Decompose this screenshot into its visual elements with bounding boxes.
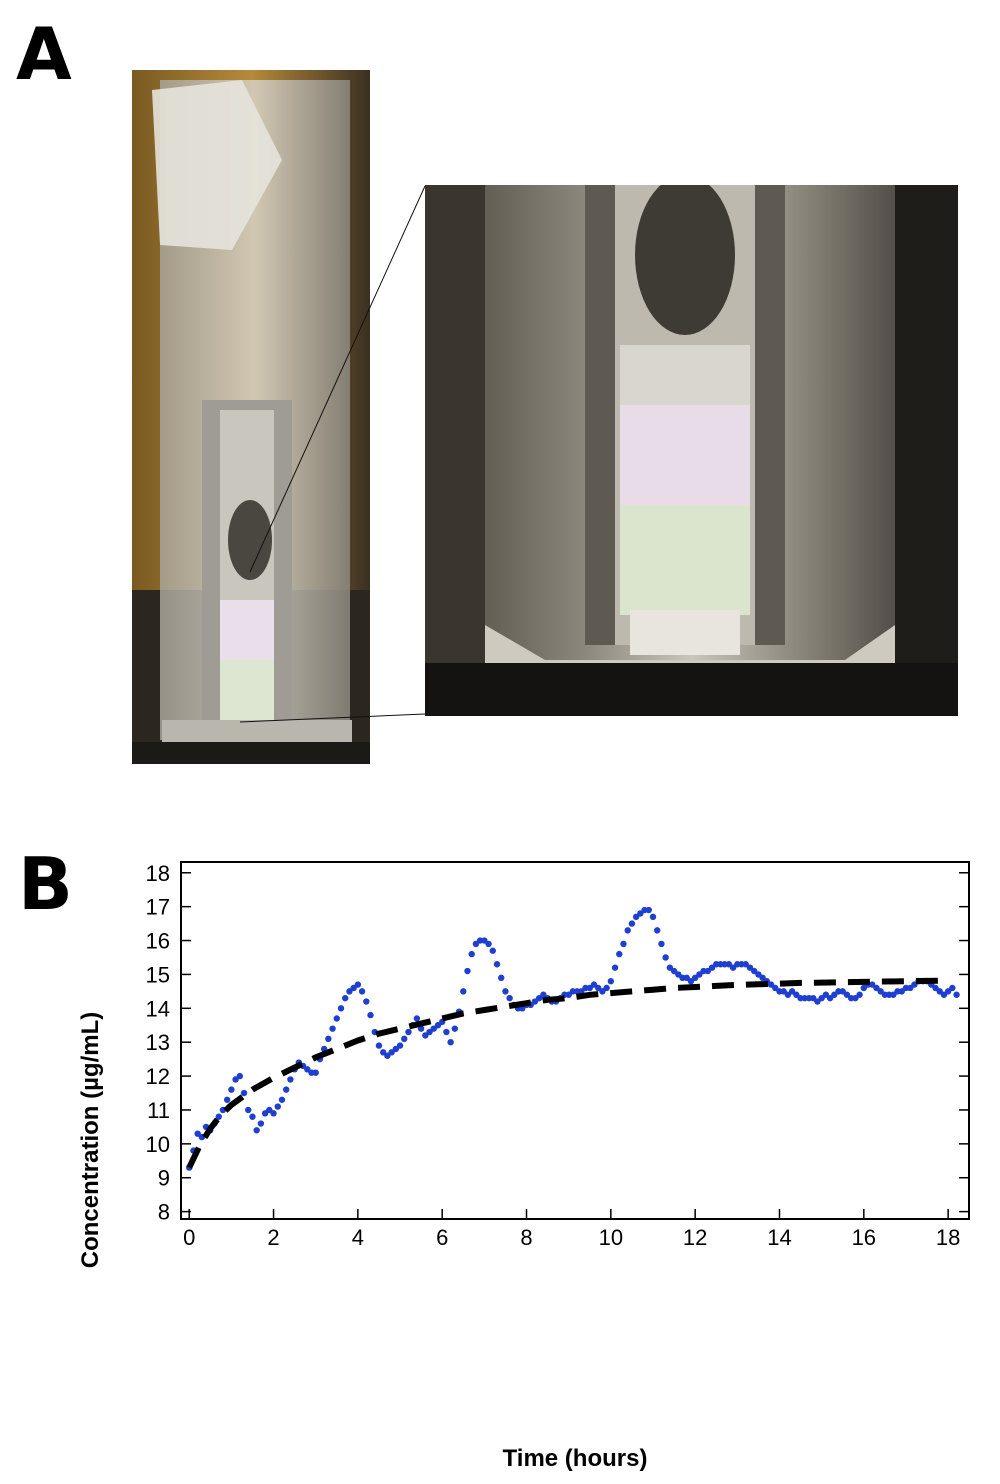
data-point	[354, 981, 362, 988]
data-point	[278, 1096, 286, 1103]
data-point	[460, 988, 467, 995]
y-tick-label: 17	[146, 895, 170, 920]
data-point	[489, 947, 496, 954]
data-point	[413, 1015, 421, 1022]
panel-label-a: A	[16, 12, 72, 96]
y-axis-label: Concentration (µg/mL)	[77, 1012, 104, 1268]
data-point	[274, 1103, 281, 1110]
data-point	[443, 1028, 450, 1036]
data-point	[949, 984, 956, 992]
data-point	[358, 988, 366, 995]
x-tick-label: 6	[436, 1225, 448, 1250]
cuvette-zoom-photo	[425, 185, 958, 716]
data-point	[257, 1120, 265, 1127]
data-point	[662, 954, 669, 961]
y-tick-label: 15	[146, 962, 170, 987]
y-tick-label: 11	[147, 1098, 170, 1123]
y-tick-label: 10	[146, 1132, 170, 1157]
x-tick-label: 0	[183, 1225, 195, 1250]
data-point	[312, 1069, 319, 1076]
data-point	[249, 1113, 256, 1120]
x-tick-label: 12	[683, 1225, 707, 1250]
x-tick-label: 14	[767, 1225, 791, 1250]
data-point	[270, 1110, 277, 1117]
y-tick-label: 9	[158, 1166, 170, 1191]
data-point	[245, 1106, 252, 1114]
data-point	[498, 974, 505, 982]
data-point	[624, 927, 631, 934]
x-tick-label: 18	[936, 1225, 960, 1250]
data-point	[607, 978, 615, 985]
x-tick-label: 8	[520, 1225, 532, 1250]
data-point	[282, 1086, 290, 1093]
data-point	[645, 906, 652, 914]
data-point	[451, 1025, 459, 1032]
data-point	[616, 950, 623, 958]
cuvette-photo	[132, 70, 370, 764]
data-point	[405, 1028, 412, 1036]
data-point	[287, 1076, 294, 1083]
data-point	[329, 1025, 336, 1032]
data-point	[342, 994, 349, 1002]
data-point	[603, 984, 610, 992]
y-tick-label: 13	[146, 1030, 170, 1055]
data-point	[215, 1113, 222, 1120]
concentration-chart: 0 2 4 6 8 10 12 14 16 18 8 9 10 11 12 13 14 15 16 17 18 Tim…	[77, 861, 970, 1472]
x-tick-label: 4	[352, 1225, 364, 1250]
x-axis: 0 2 4 6 8 10 12 14 16 18	[183, 1209, 960, 1250]
x-tick-label: 2	[267, 1225, 279, 1250]
fit-curve	[186, 977, 949, 1169]
data-point	[240, 1089, 248, 1097]
data-point	[253, 1127, 260, 1134]
data-point	[396, 1042, 404, 1049]
data-point	[502, 988, 509, 995]
y-tick-label: 18	[146, 861, 170, 886]
data-point	[620, 940, 627, 948]
y-tick-label: 14	[146, 996, 170, 1021]
data-point	[337, 1005, 345, 1012]
data-point	[375, 1042, 383, 1049]
data-point	[485, 940, 492, 948]
data-point	[611, 964, 619, 971]
data-point	[506, 994, 513, 1002]
data-point	[649, 913, 657, 921]
data-point	[658, 940, 665, 948]
panel-label-b: B	[18, 842, 73, 926]
data-point	[223, 1096, 231, 1103]
data-point	[628, 920, 636, 927]
data-point	[325, 1035, 332, 1043]
y-tick-label: 12	[146, 1064, 170, 1089]
data-point	[447, 1038, 454, 1046]
data-point	[236, 1072, 244, 1080]
data-point	[953, 991, 960, 998]
y-tick-label: 16	[146, 929, 170, 954]
data-point	[333, 1015, 340, 1022]
x-axis-label: Time (hours)	[503, 1445, 648, 1472]
data-point	[464, 967, 471, 975]
data-point	[654, 927, 661, 934]
y-axis: 8 9 10 11 12 13 14 15 16 17 18	[146, 861, 969, 1225]
x-tick-label: 16	[852, 1225, 876, 1250]
data-point	[493, 961, 501, 968]
data-point	[228, 1086, 235, 1093]
y-tick-label: 8	[158, 1200, 170, 1225]
data-point	[468, 950, 475, 958]
plot-frame	[180, 861, 970, 1220]
x-tick-label: 10	[599, 1225, 623, 1250]
data-point	[363, 998, 370, 1005]
data-point	[856, 991, 863, 998]
data-point	[367, 1011, 374, 1019]
data-point	[401, 1035, 408, 1043]
